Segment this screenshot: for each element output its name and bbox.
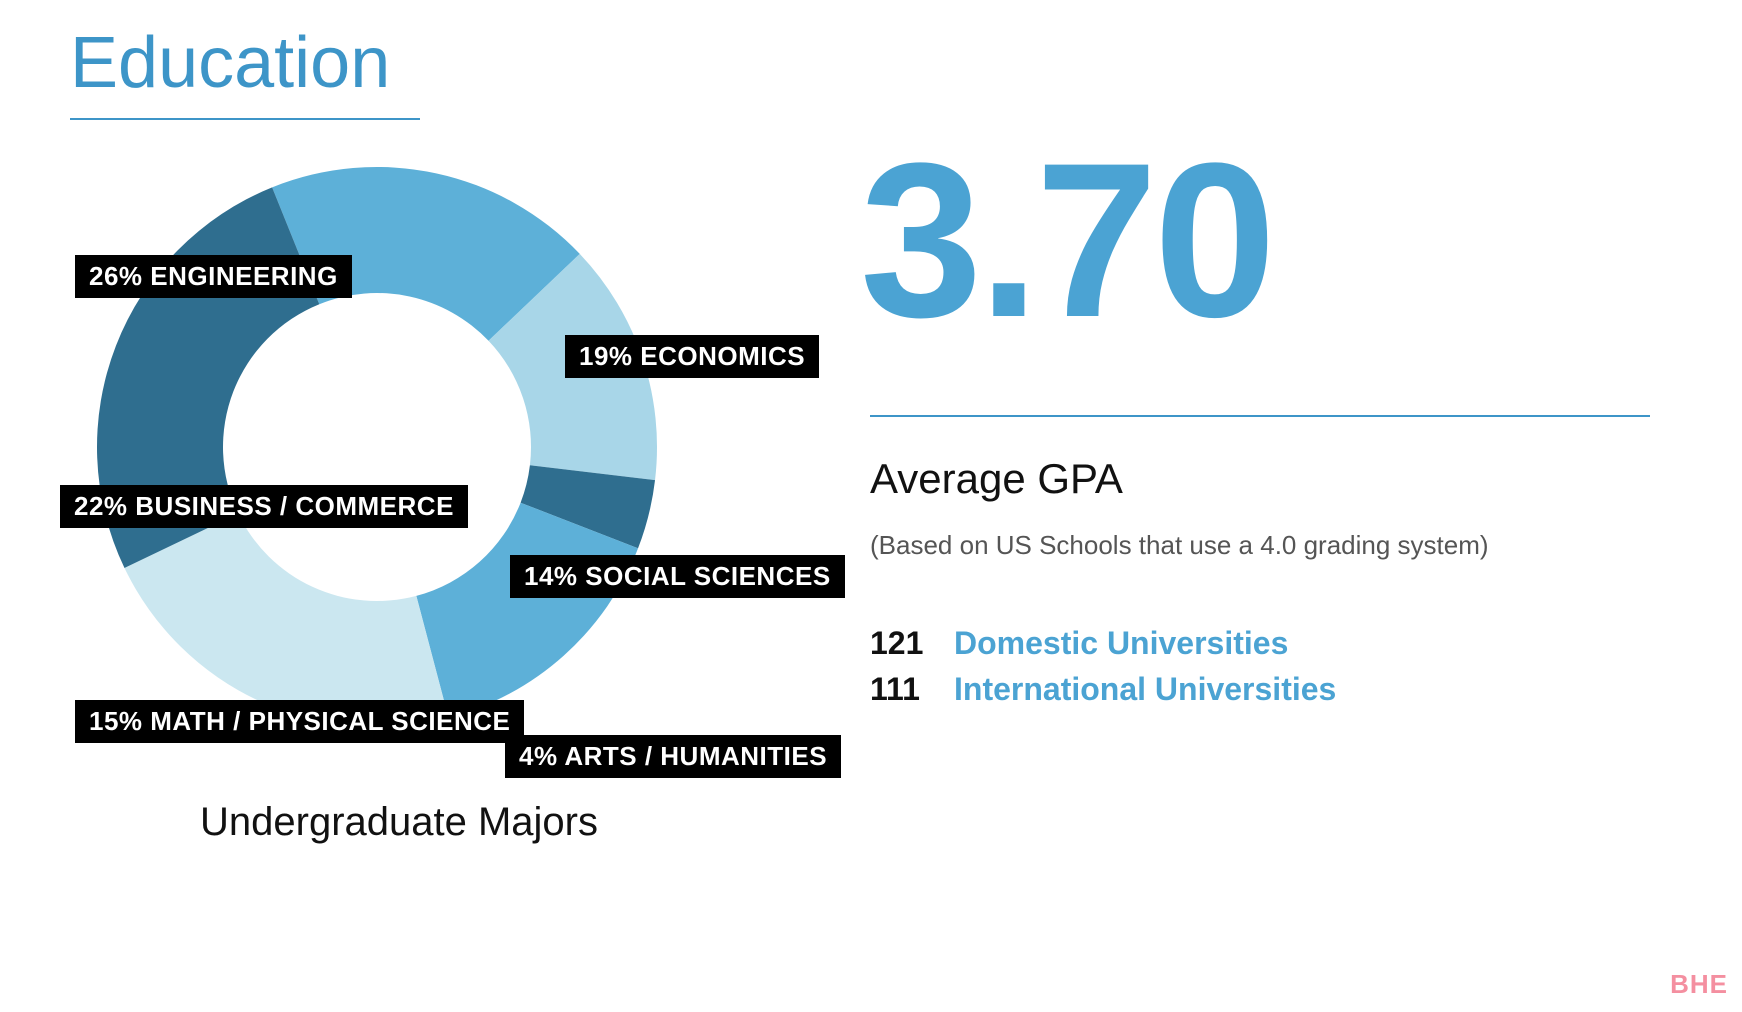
donut-slice [124, 514, 448, 727]
stat-label: International Universities [954, 666, 1336, 712]
stat-count: 111 [870, 666, 936, 712]
donut-chart [95, 165, 660, 730]
gpa-label: Average GPA [870, 455, 1123, 503]
watermark: BHE [1670, 969, 1728, 1000]
slice-label: 15% MATH / PHYSICAL SCIENCE [75, 700, 524, 743]
slice-label: 4% ARTS / HUMANITIES [505, 735, 841, 778]
slice-label: 26% ENGINEERING [75, 255, 352, 298]
stat-count: 121 [870, 620, 936, 666]
gpa-note: (Based on US Schools that use a 4.0 grad… [870, 530, 1489, 561]
stat-label: Domestic Universities [954, 620, 1288, 666]
slice-label: 19% ECONOMICS [565, 335, 819, 378]
page-title: Education [70, 22, 390, 104]
donut-caption: Undergraduate Majors [200, 800, 598, 845]
title-underline [70, 118, 420, 120]
stat-row-international: 111 International Universities [870, 666, 1336, 712]
stat-row-domestic: 121 Domestic Universities [870, 620, 1336, 666]
gpa-value: 3.70 [860, 130, 1272, 350]
donut-svg [95, 165, 660, 730]
gpa-rule [870, 415, 1650, 417]
slice-label: 22% BUSINESS / COMMERCE [60, 485, 468, 528]
slice-label: 14% SOCIAL SCIENCES [510, 555, 845, 598]
university-stats: 121 Domestic Universities 111 Internatio… [870, 620, 1336, 713]
